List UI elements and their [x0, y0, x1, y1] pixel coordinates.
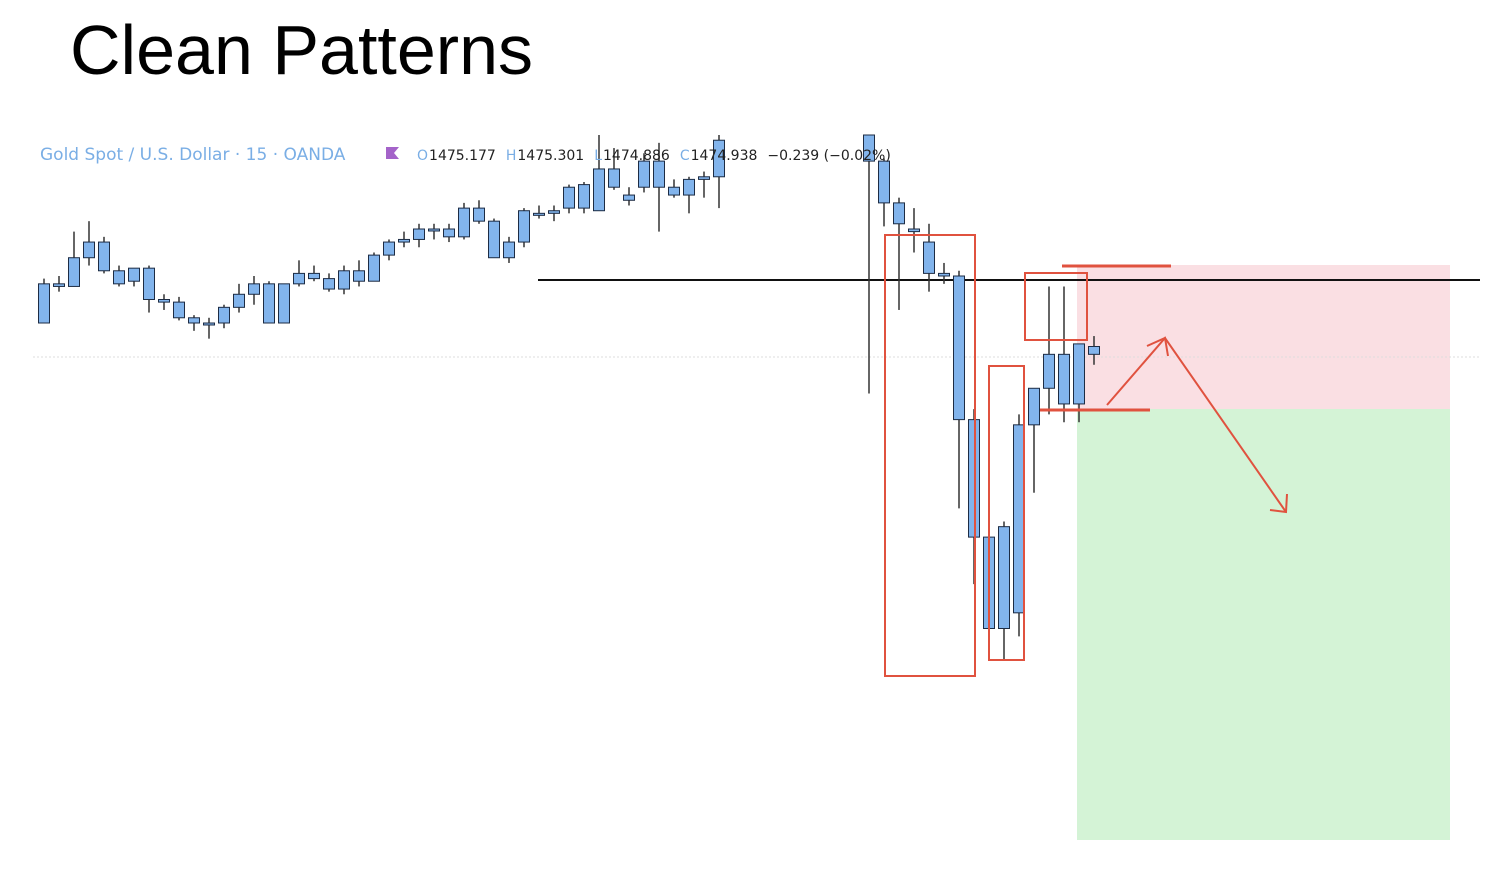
- ohlc-key: O: [417, 148, 428, 164]
- candle-body: [323, 278, 335, 290]
- candle-body: [683, 178, 695, 196]
- ohlc-key: C: [680, 148, 690, 164]
- candle-body: [488, 220, 500, 259]
- candle-body: [713, 139, 725, 178]
- candle-body: [893, 202, 905, 225]
- ohlc-value: 1475.301: [517, 148, 584, 164]
- annotations: [884, 234, 1288, 677]
- ohlc-value: 1475.177: [429, 148, 496, 164]
- arrow-head: [1146, 336, 1169, 357]
- ohlc-key: L: [594, 148, 602, 164]
- candle-body: [38, 283, 50, 324]
- candle-body: [68, 257, 80, 287]
- legend: Gold Spot / U.S. Dollar · 15 · OANDA O 14…: [40, 145, 891, 165]
- candle-body: [863, 134, 875, 162]
- position-tool: [1077, 265, 1450, 840]
- candle-body: [458, 207, 470, 238]
- box: [1024, 272, 1088, 341]
- ohlc-values: O 1475.177 H 1475.301 L 1474.886 C 1474.938 −0.2…: [417, 148, 891, 164]
- candle-body: [638, 160, 650, 188]
- candle-body: [698, 176, 710, 180]
- candle-body: [923, 241, 935, 274]
- candle-body: [1028, 387, 1040, 426]
- candle-body: [653, 160, 665, 188]
- candle-body: [83, 241, 95, 259]
- candle-body: [428, 228, 440, 232]
- target-zone: [1077, 409, 1450, 840]
- candle-body: [1013, 424, 1025, 614]
- candle-body: [203, 322, 215, 326]
- candle-body: [1058, 353, 1070, 405]
- ohlc-value: 1474.938: [691, 148, 758, 164]
- flag-icon: [386, 147, 399, 159]
- candle-body: [278, 283, 290, 324]
- candle-body: [518, 210, 530, 243]
- candle-body: [368, 254, 380, 282]
- candle-body: [953, 275, 965, 421]
- candle-body: [158, 299, 170, 303]
- candle-body: [908, 228, 920, 233]
- candle-body: [233, 293, 245, 308]
- candle-body: [578, 184, 590, 209]
- candle-body: [383, 241, 395, 256]
- ohlc-value: 1474.886: [603, 148, 670, 164]
- candle-body: [938, 272, 950, 277]
- candle-body: [563, 186, 575, 209]
- candle-body: [143, 267, 155, 300]
- candle-body: [608, 168, 620, 188]
- arrow-head: [1269, 493, 1288, 514]
- candle-body: [473, 207, 485, 222]
- change: −0.239 (−0.02%): [767, 148, 890, 164]
- candle-body: [533, 212, 545, 216]
- candle-body: [293, 272, 305, 285]
- candle-body: [308, 272, 320, 280]
- candle-body: [998, 526, 1010, 630]
- candle-body: [338, 270, 350, 290]
- candle-body: [173, 301, 185, 319]
- candle-body: [503, 241, 515, 259]
- candle-body: [1043, 353, 1055, 389]
- candle-body: [878, 160, 890, 204]
- box: [988, 365, 1025, 661]
- box: [884, 234, 976, 677]
- slide-title: Clean Patterns: [70, 11, 534, 89]
- candle-body: [98, 241, 110, 272]
- candle-body: [353, 270, 365, 282]
- candle-body: [113, 270, 125, 285]
- candle-body: [668, 186, 680, 196]
- candle-body: [1073, 343, 1085, 405]
- candle-body: [248, 283, 260, 295]
- candle-body: [593, 168, 605, 212]
- candle-body: [218, 306, 230, 324]
- candle-body: [548, 210, 560, 214]
- candle-body: [443, 228, 455, 238]
- candle-body: [413, 228, 425, 240]
- ohlc-key: H: [506, 148, 517, 164]
- candle-body: [398, 238, 410, 243]
- candle-body: [623, 194, 635, 201]
- candle-body: [53, 283, 65, 287]
- candle-body: [263, 283, 275, 324]
- candle-body: [188, 317, 200, 324]
- stop-zone: [1077, 265, 1450, 409]
- candles: [38, 134, 1100, 660]
- candle-body: [128, 267, 140, 282]
- candle-body: [1088, 346, 1100, 355]
- symbol: Gold Spot / U.S. Dollar · 15 · OANDA: [40, 145, 346, 165]
